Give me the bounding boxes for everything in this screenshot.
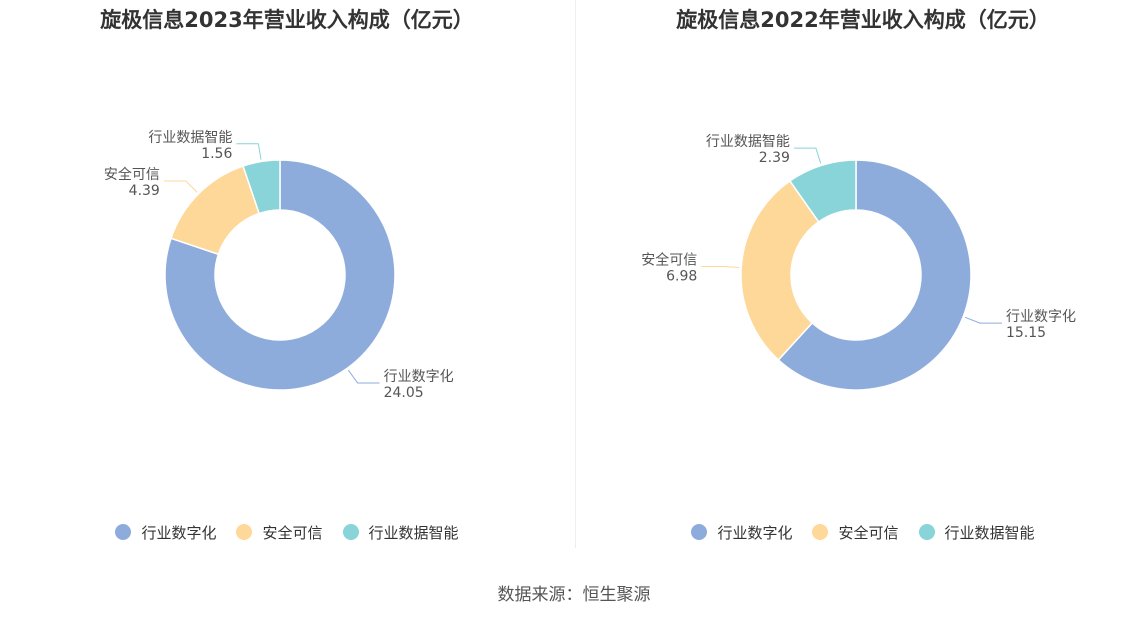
legend-item-1[interactable]: 行业数字化: [115, 522, 216, 543]
legend-dot-icon: [812, 524, 829, 540]
panel-divider: [575, 0, 576, 548]
leader-line-1: [347, 369, 380, 384]
legend-label: 安全可信: [262, 523, 323, 542]
leader-line-2: [163, 180, 198, 193]
slice-category-label-3: 行业数据智能: [706, 134, 790, 150]
leader-line-2: [701, 265, 740, 269]
donut-slice-3: [788, 159, 857, 223]
slice-value-label-3: 2.39: [759, 150, 790, 166]
legend-label: 行业数字化: [717, 523, 793, 542]
leader-line-3: [793, 147, 822, 164]
slice-category-label-3: 行业数据智能: [148, 130, 232, 146]
chart-panel-2023: 旋极信息2023年营业收入构成（亿元） 行业数字化 24.05 安全可信 4.39 行业…: [0, 0, 574, 560]
legend-item-3[interactable]: 行业数据智能: [342, 522, 459, 543]
legend-dot-icon: [342, 524, 359, 540]
legend-dot-icon: [236, 524, 253, 540]
leader-line-1: [964, 316, 1002, 324]
slice-value-label-1: 24.05: [384, 385, 424, 401]
legend-dot-icon: [691, 524, 708, 540]
legend-2022: 行业数字化 安全可信 行业数据智能: [576, 520, 1148, 544]
legend-dot-icon: [918, 524, 935, 540]
slice-category-label-1: 行业数字化: [384, 369, 454, 385]
legend-label: 行业数据智能: [944, 523, 1035, 542]
legend-label: 行业数字化: [141, 523, 217, 542]
chart-panel-2022: 旋极信息2022年营业收入构成（亿元） 行业数字化 15.15 安全可信 6.98 行业…: [576, 0, 1148, 560]
legend-item-2[interactable]: 安全可信: [236, 522, 323, 543]
data-source-note: 数据来源：恒生聚源: [497, 585, 651, 605]
legend-item-2[interactable]: 安全可信: [812, 522, 899, 543]
slice-value-label-1: 15.15: [1006, 325, 1046, 341]
donut-slice-1: [164, 159, 396, 391]
donut-slice-3: [242, 159, 281, 215]
leader-line-3: [236, 143, 262, 160]
legend-label: 行业数据智能: [368, 523, 459, 542]
legend-item-1[interactable]: 行业数字化: [691, 522, 792, 543]
slice-value-label-3: 1.56: [201, 146, 232, 162]
legend-item-3[interactable]: 行业数据智能: [918, 522, 1035, 543]
slice-category-label-1: 行业数字化: [1006, 309, 1076, 325]
charts-area: 旋极信息2023年营业收入构成（亿元） 行业数字化 24.05 安全可信 4.39 行业…: [0, 0, 1148, 560]
slice-value-label-2: 6.98: [666, 268, 697, 284]
chart-title-2023: 旋极信息2023年营业收入构成（亿元）: [100, 8, 474, 32]
slice-category-label-2: 安全可信: [641, 251, 697, 268]
legend-label: 安全可信: [838, 523, 899, 542]
legend-dot-icon: [115, 524, 132, 540]
slice-value-label-2: 4.39: [129, 183, 160, 199]
legend-2023: 行业数字化 安全可信 行业数据智能: [0, 520, 574, 544]
donut-slice-1: [777, 159, 972, 391]
donut-slice-2: [740, 179, 820, 361]
donut-slice-2: [170, 165, 261, 256]
slice-category-label-2: 安全可信: [104, 166, 160, 183]
chart-title-2022: 旋极信息2022年营业收入构成（亿元）: [676, 8, 1050, 32]
